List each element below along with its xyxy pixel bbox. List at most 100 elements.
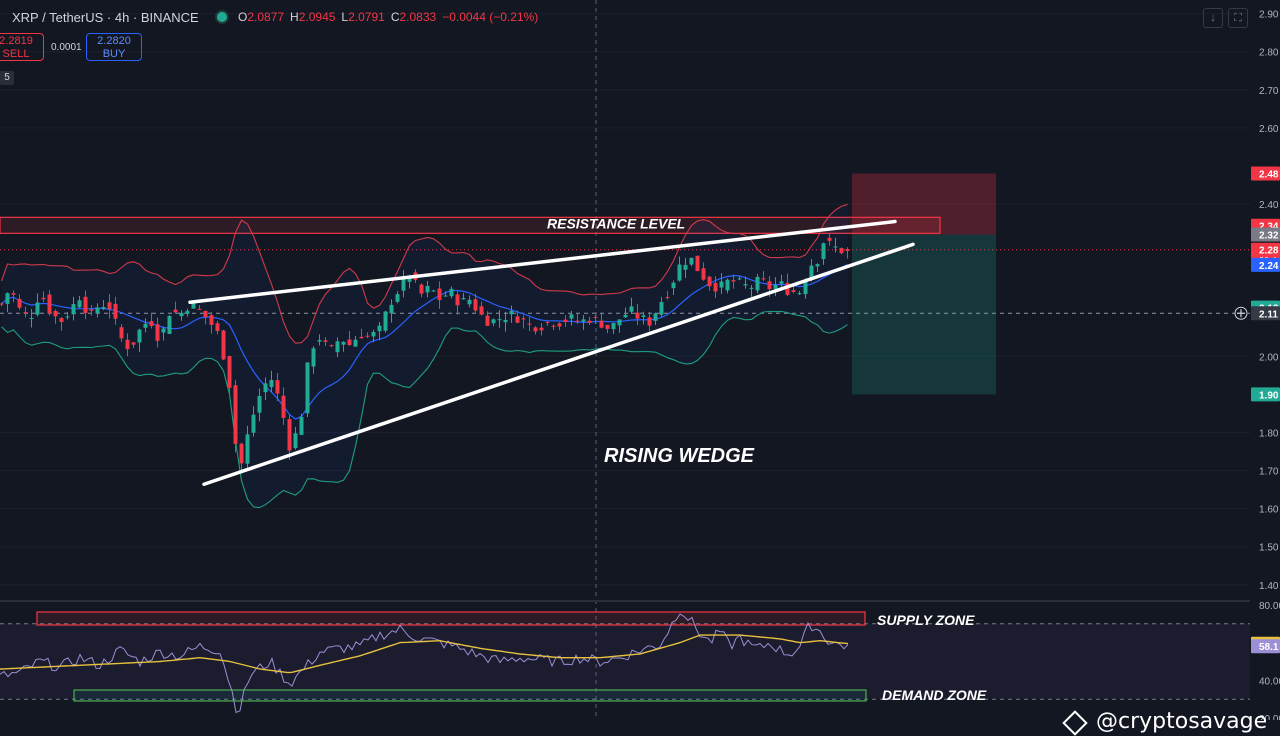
candle-body <box>779 281 784 284</box>
axis-tick-label: 2.40 <box>1259 200 1279 211</box>
price-tag <box>1251 639 1280 654</box>
supply-zone-box <box>36 611 866 626</box>
candle-body <box>389 304 394 314</box>
candle-body <box>77 300 82 308</box>
ohlc-value: 2.0945 <box>298 10 336 24</box>
candle-body <box>161 328 166 333</box>
price-tag <box>1251 306 1280 321</box>
sell-button[interactable]: 2.2819 SELL <box>0 33 44 61</box>
buy-button[interactable]: 2.2820 BUY <box>86 33 142 61</box>
candle-body <box>257 395 262 413</box>
candles <box>0 234 850 472</box>
arrow-down-icon[interactable]: ↓ <box>1203 8 1223 28</box>
candle-body <box>329 345 334 347</box>
price-tag-label: 2.34 <box>1259 222 1279 233</box>
symbol-title[interactable]: XRP / TetherUS · 4h · BINANCE <box>12 10 199 25</box>
price-tag-label: 2.28 <box>1259 246 1279 257</box>
axis-tick-label: 2.60 <box>1259 124 1279 135</box>
candle-body <box>791 290 796 292</box>
ohlc-value: 2.0833 <box>399 10 437 24</box>
axis-tick-label: 1.60 <box>1259 505 1279 516</box>
candle-body <box>695 255 700 272</box>
ohlc-key: L <box>341 10 349 24</box>
chart-canvas[interactable]: RESISTANCE LEVEL RISING WEDGE SUPPLY ZONE D… <box>0 0 1280 720</box>
candle-body <box>485 315 490 326</box>
ohlc-key: C <box>390 10 400 24</box>
candle-body <box>335 341 340 353</box>
ohlc-value: −0.0044 (−0.21%) <box>442 10 539 24</box>
price-tag-label: 2.24 <box>1259 261 1279 272</box>
candle-body <box>767 281 772 290</box>
candle-body <box>677 264 682 281</box>
candle-body <box>635 312 640 319</box>
interval-badge[interactable]: 5 <box>0 71 14 85</box>
ohlc-key: O <box>238 10 248 24</box>
sell-price: 2.2819 <box>0 35 33 47</box>
candle-body <box>245 434 250 464</box>
candle-body <box>569 314 574 319</box>
candle-body <box>203 310 208 318</box>
price-axis: 2.90 2.80 2.70 2.60 2.40 2.00 1.80 1.70 1.60 1.50… <box>1234 0 1280 720</box>
candle-body <box>815 264 820 267</box>
axis-tick-label: 1.50 <box>1259 543 1279 554</box>
candle-body <box>287 418 292 451</box>
rsi-band <box>0 623 1250 700</box>
candle-body <box>659 302 664 315</box>
candle-body <box>263 383 268 393</box>
candle-body <box>545 321 550 323</box>
wedge-upper-trendline <box>188 219 897 304</box>
candle-body <box>557 323 562 327</box>
candle-body <box>137 329 142 343</box>
candle-body <box>227 356 232 388</box>
candle-body <box>41 297 46 300</box>
candle-body <box>197 308 202 310</box>
rsi-panel <box>0 611 1250 714</box>
price-tag-label: 2.48 <box>1259 170 1279 181</box>
watermark: @cryptosavage <box>1096 709 1268 734</box>
candle-body <box>401 277 406 291</box>
candle-body <box>581 319 586 322</box>
candle-body <box>11 293 16 295</box>
candle-body <box>311 348 316 367</box>
candle-body <box>629 306 634 312</box>
plus-icon <box>1237 309 1245 318</box>
candle-body <box>89 309 94 311</box>
candle-body <box>713 282 718 292</box>
candle-body <box>491 319 496 324</box>
candle-body <box>467 299 472 305</box>
candle-body <box>641 315 646 317</box>
candle-body <box>299 416 304 435</box>
maximize-icon[interactable]: ⛶ <box>1228 8 1248 28</box>
candle-body <box>29 317 34 319</box>
candle-body <box>611 323 616 330</box>
candle-body <box>383 311 388 331</box>
candle-body <box>179 312 184 317</box>
candle-body <box>743 284 748 286</box>
axis-tick-label: 2.00 <box>1259 352 1279 363</box>
candle-body <box>479 306 484 315</box>
candle-body <box>107 302 112 310</box>
candle-body <box>617 319 622 326</box>
candle-body <box>689 257 694 265</box>
candle-body <box>17 298 22 308</box>
candle-body <box>839 248 844 254</box>
candle-body <box>113 303 118 319</box>
candle-body <box>725 279 730 291</box>
buy-label: BUY <box>102 48 126 60</box>
candle-body <box>5 293 10 304</box>
candle-body <box>119 327 124 339</box>
candle-body <box>509 311 514 315</box>
bb-basis-line <box>1 263 848 420</box>
ohlc-readout: O2.0877 H2.0945 L2.0791 C2.0833 −0.0044 (−0.… <box>238 10 544 24</box>
candle-body <box>539 327 544 331</box>
candle-body <box>521 318 526 320</box>
candle-body <box>671 282 676 289</box>
ohlc-key: H <box>290 10 299 24</box>
candle-body <box>737 278 742 280</box>
candle-body <box>653 313 658 321</box>
candle-body <box>683 264 688 270</box>
candle-body <box>371 331 376 337</box>
candle-body <box>47 294 52 314</box>
supply-zone-label: SUPPLY ZONE <box>877 612 975 628</box>
ohlc-value: 2.0877 <box>247 10 285 24</box>
